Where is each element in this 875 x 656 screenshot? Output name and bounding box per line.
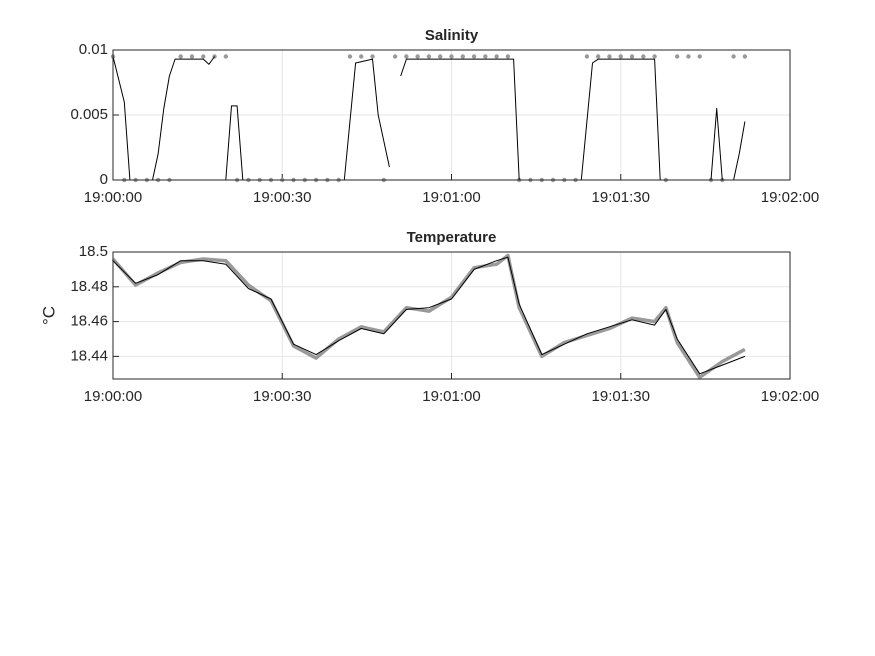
data-point (641, 54, 646, 59)
data-point (426, 54, 432, 59)
y-tick-label: 18.48 (70, 278, 108, 295)
data-point (201, 54, 206, 59)
x-tick-label: 19:01:00 (422, 189, 480, 206)
data-point (404, 54, 409, 59)
y-axis-label: °C (39, 306, 58, 325)
data-point (460, 54, 465, 59)
x-tick-label: 19:01:30 (592, 388, 650, 405)
x-tick-label: 19:01:30 (592, 189, 650, 206)
data-point (505, 54, 511, 59)
data-point (494, 54, 499, 59)
data-point (674, 54, 680, 59)
data-point (686, 54, 691, 59)
x-tick-label: 19:01:00 (422, 388, 480, 405)
data-point (742, 54, 748, 59)
x-tick-label: 19:02:00 (761, 388, 819, 405)
y-tick-label: 18.44 (70, 347, 108, 364)
data-line (112, 256, 746, 375)
data-point (415, 54, 420, 59)
data-point (618, 54, 623, 59)
data-point (347, 54, 353, 59)
data-point (223, 54, 229, 59)
x-tick-label: 19:00:30 (253, 388, 311, 405)
data-point (652, 54, 657, 59)
data-line (111, 253, 746, 380)
data-point (731, 54, 736, 59)
chart-title: Temperature (407, 229, 497, 246)
data-point (178, 54, 183, 59)
data-point (629, 54, 635, 59)
y-tick-label: 0.01 (79, 41, 108, 58)
y-tick-label: 18.5 (79, 243, 108, 260)
data-point (392, 54, 398, 59)
data-point (449, 54, 454, 59)
data-point (438, 54, 443, 59)
data-point (607, 54, 612, 59)
data-point (359, 54, 364, 59)
data-point (189, 54, 195, 59)
x-tick-label: 19:02:00 (761, 189, 819, 206)
y-tick-label: 0 (100, 171, 108, 188)
y-tick-label: 18.46 (70, 313, 108, 330)
data-point (697, 54, 702, 59)
x-tick-label: 19:00:00 (84, 189, 142, 206)
x-tick-label: 19:00:30 (253, 189, 311, 206)
data-point (483, 54, 488, 59)
y-tick-label: 0.005 (70, 106, 108, 123)
x-tick-label: 19:00:00 (84, 388, 142, 405)
data-point (370, 54, 375, 59)
axes-box (112, 251, 791, 380)
axes-box (112, 49, 791, 181)
data-point (584, 54, 590, 59)
data-point (595, 54, 601, 59)
chart-title: Salinity (425, 27, 479, 44)
data-point (471, 54, 477, 59)
